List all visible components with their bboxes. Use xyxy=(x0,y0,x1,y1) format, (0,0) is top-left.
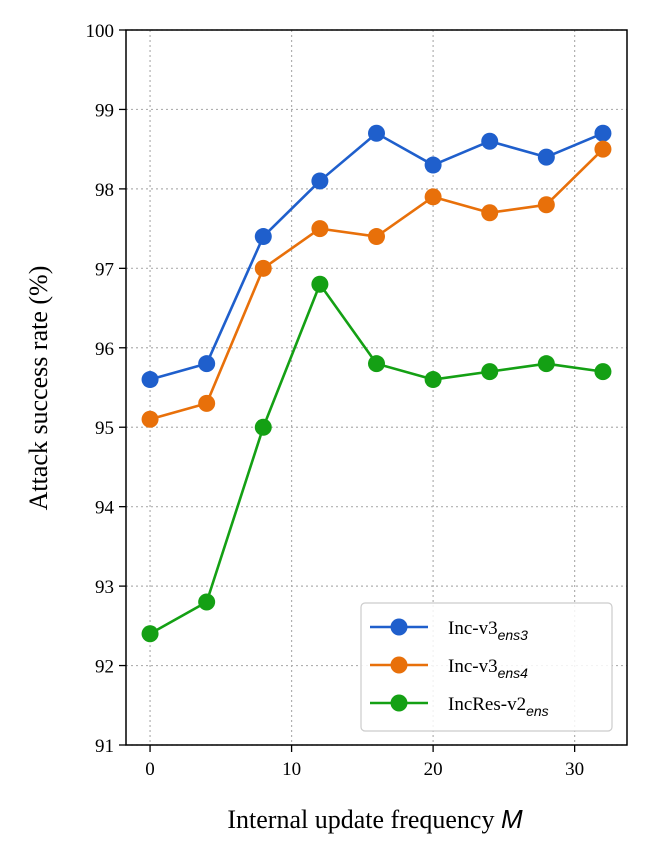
data-point xyxy=(424,188,442,206)
data-point xyxy=(141,625,159,643)
legend-item: Inc-v3ens4 xyxy=(370,656,528,681)
x-axis-title-text: Internal update frequency xyxy=(227,805,494,834)
data-point xyxy=(254,228,272,246)
y-tick-label: 92 xyxy=(95,657,114,678)
series-2 xyxy=(141,140,612,428)
series-line xyxy=(149,131,604,381)
legend-item: IncRes-v2ens xyxy=(370,694,549,719)
data-point xyxy=(368,124,385,142)
plot-frame xyxy=(125,29,628,746)
data-point xyxy=(368,228,385,246)
legend-marker xyxy=(390,694,408,712)
legend: Inc-v3ens3 Inc-v3ens4 IncRes-v2ens xyxy=(360,602,613,732)
legend-item: Inc-v3ens3 xyxy=(370,618,528,643)
legend-label: IncRes-v2ens xyxy=(448,694,549,719)
data-point xyxy=(424,371,442,389)
data-point xyxy=(481,363,499,381)
x-tick-label: 10 xyxy=(282,759,301,780)
data-point xyxy=(424,156,442,174)
data-point xyxy=(198,593,216,611)
x-axis-title: Internal update frequency M xyxy=(227,804,523,834)
x-tick-label: 0 xyxy=(145,759,155,780)
y-tick-label: 94 xyxy=(95,498,115,519)
y-tick-label: 99 xyxy=(95,100,114,121)
legend-label: Inc-v3ens4 xyxy=(448,656,528,681)
y-tick-label: 98 xyxy=(95,180,114,201)
x-axis-variable: M xyxy=(501,804,523,834)
series-1 xyxy=(141,124,612,389)
series-line xyxy=(149,148,604,421)
data-point xyxy=(141,410,159,428)
data-point xyxy=(368,355,385,373)
data-point xyxy=(254,418,272,436)
data-point xyxy=(481,204,499,222)
legend-label: Inc-v3ens3 xyxy=(448,618,528,643)
data-point xyxy=(594,363,612,381)
x-tick-label: 30 xyxy=(565,759,584,780)
data-point xyxy=(481,132,499,150)
legend-marker xyxy=(390,656,408,674)
series-layer xyxy=(141,124,612,643)
data-point xyxy=(141,371,159,389)
data-point xyxy=(594,124,612,142)
data-point xyxy=(311,220,329,238)
data-point xyxy=(198,355,216,373)
y-tick-label: 95 xyxy=(95,418,114,439)
data-point xyxy=(594,140,612,158)
y-tick-label: 96 xyxy=(95,339,114,360)
y-tick-label: 100 xyxy=(86,21,115,42)
y-tick-label: 93 xyxy=(95,577,114,598)
ticks: 91 92 93 94 95 96 97 98 99 100 0 10 20 30 xyxy=(86,21,585,780)
data-point xyxy=(537,196,555,214)
data-point xyxy=(311,275,329,293)
series-3 xyxy=(141,275,612,643)
data-point xyxy=(537,355,555,373)
y-axis-title: Attack success rate (%) xyxy=(24,266,53,511)
x-tick-label: 20 xyxy=(424,759,443,780)
y-tick-label: 91 xyxy=(95,736,114,757)
legend-box xyxy=(360,602,613,732)
y-tick-label: 97 xyxy=(95,259,114,280)
legend-marker xyxy=(390,618,408,636)
data-point xyxy=(254,259,272,277)
data-point xyxy=(311,172,329,190)
data-point xyxy=(198,394,216,412)
data-point xyxy=(537,148,555,166)
